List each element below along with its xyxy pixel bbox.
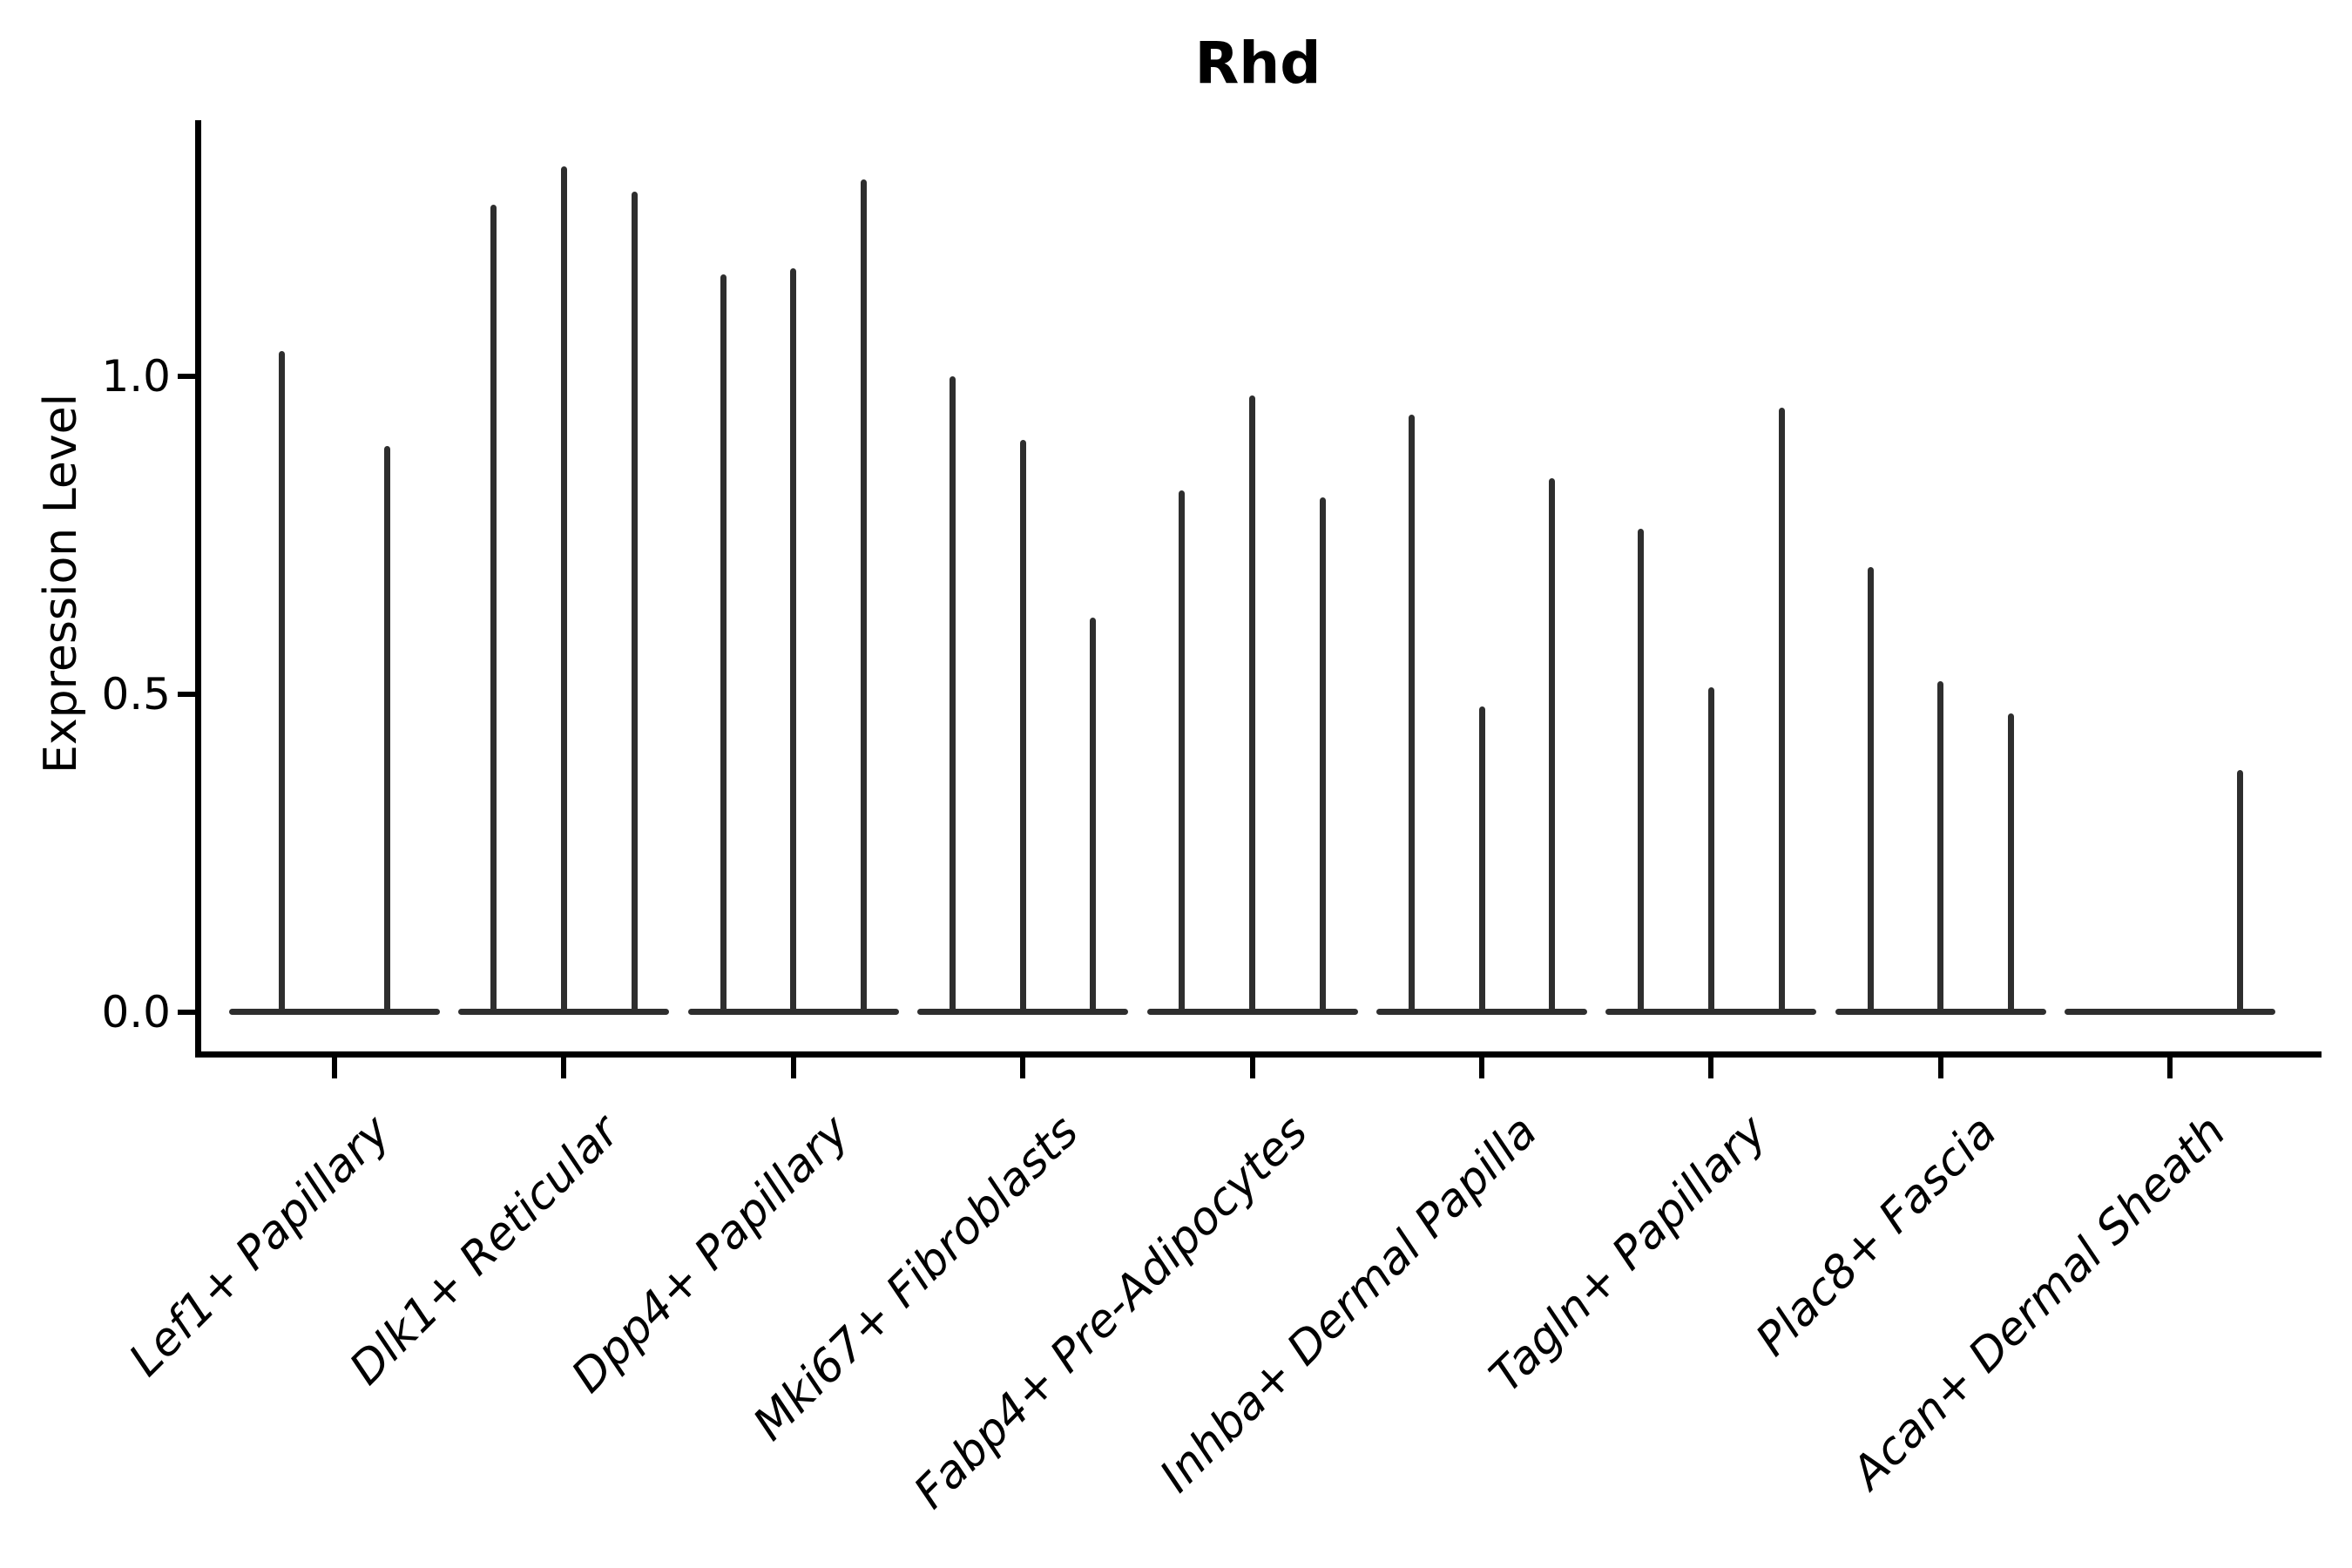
- x-axis-tick: [790, 1058, 796, 1078]
- x-tick-label: Plac8+ Fascia: [1746, 1105, 2007, 1367]
- x-tick-label: Inhba+ Dermal Papilla: [1150, 1105, 1548, 1503]
- violin-spike: [2007, 713, 2014, 1015]
- violin-spike: [1638, 529, 1645, 1015]
- x-axis-tick: [2167, 1058, 2173, 1078]
- violin-spike: [790, 267, 797, 1015]
- x-axis-tick: [561, 1058, 567, 1078]
- violin-spike: [279, 350, 285, 1015]
- violin-spike: [1249, 395, 1256, 1015]
- violin-spike: [1937, 681, 1944, 1015]
- y-axis-tick: [178, 691, 195, 697]
- violin-spike: [950, 376, 956, 1015]
- violin-spike: [720, 274, 727, 1015]
- y-axis-tick: [178, 1009, 195, 1015]
- x-axis-tick: [1708, 1058, 1714, 1078]
- x-axis-tick: [332, 1058, 337, 1078]
- violin-spike: [860, 179, 867, 1015]
- x-axis-tick: [1937, 1058, 1943, 1078]
- violin-base: [229, 1009, 440, 1015]
- violin-spike: [1090, 618, 1097, 1015]
- x-axis-tick: [1020, 1058, 1026, 1078]
- y-tick-label: 1.0: [101, 351, 171, 402]
- x-axis-tick: [1479, 1058, 1484, 1078]
- violin-spike: [1478, 706, 1485, 1015]
- y-axis-label: Expression Level: [35, 393, 87, 774]
- violin-spike: [1867, 566, 1874, 1015]
- violin-spike: [1778, 408, 1785, 1015]
- violin-spike: [1408, 414, 1415, 1015]
- y-axis-spine: [195, 120, 201, 1058]
- violin-spike: [2237, 770, 2244, 1015]
- y-tick-label: 0.5: [101, 668, 171, 720]
- violin-spike: [631, 192, 638, 1015]
- violin-spike: [1549, 477, 1556, 1015]
- violin-spike: [384, 446, 390, 1015]
- x-axis-spine: [195, 1051, 2322, 1058]
- violin-spike: [490, 205, 497, 1015]
- y-axis-tick: [178, 374, 195, 379]
- y-tick-label: 0.0: [101, 986, 171, 1037]
- violin-spike: [1707, 687, 1714, 1015]
- violin-spike: [560, 166, 567, 1015]
- x-tick-label: Acan+ Dermal Sheath: [1842, 1105, 2236, 1500]
- chart-title: Rhd: [1194, 30, 1321, 97]
- x-axis-tick: [1249, 1058, 1255, 1078]
- violin-spike: [1179, 490, 1186, 1015]
- x-tick-label: Fabp4+ Pre-Adipocytes: [904, 1105, 1319, 1519]
- violin-spike: [1319, 497, 1326, 1015]
- violin-spike: [1019, 439, 1026, 1015]
- violin-base: [2065, 1009, 2276, 1015]
